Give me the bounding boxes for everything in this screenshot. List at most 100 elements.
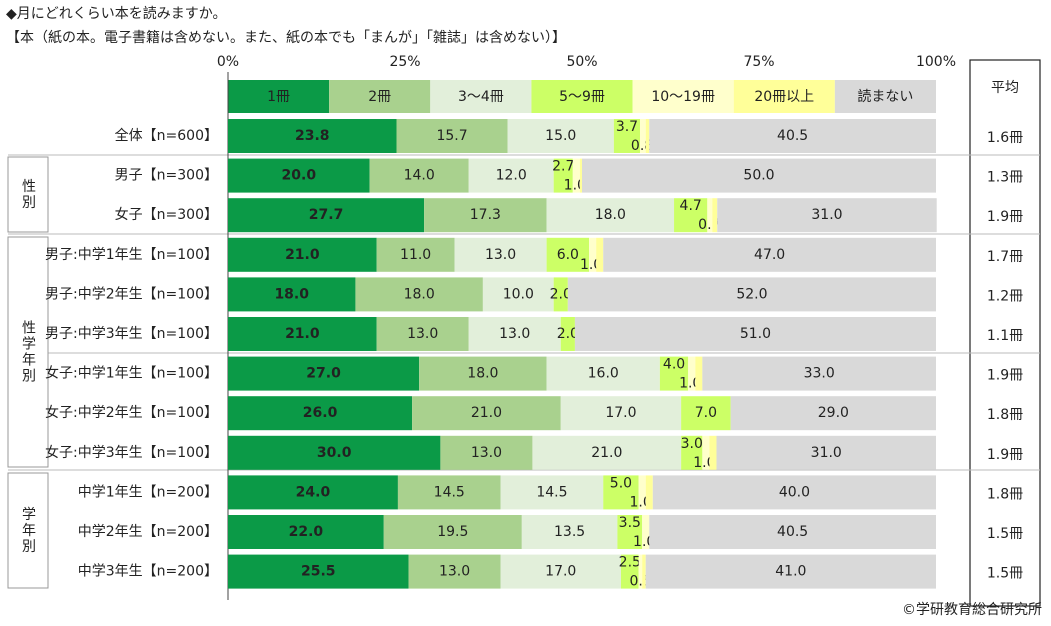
chart-title: ◆月にどれくらい本を読みますか。 (6, 5, 227, 22)
bar-segment (717, 198, 937, 233)
value-label: 16.0 (588, 366, 619, 382)
bar-segment (440, 435, 533, 470)
value-label: 17.0 (605, 405, 636, 421)
legend-label: 20冊以上 (754, 89, 814, 105)
bar-segment (228, 237, 377, 272)
value-label: 3.5 (619, 515, 641, 531)
bar-segment (688, 356, 696, 391)
average-value: 1.6冊 (987, 130, 1023, 146)
value-label: 31.0 (811, 445, 842, 461)
value-label: 4.0 (663, 357, 685, 373)
value-label: 40.5 (777, 524, 808, 540)
value-label: 21.0 (285, 326, 320, 342)
value-label: 5.0 (610, 475, 632, 491)
bar-segment (419, 356, 547, 391)
bar-segment (546, 198, 675, 233)
bar-segment (638, 475, 646, 510)
bar-segment (228, 158, 370, 193)
x-tick-label: 100% (916, 54, 956, 70)
value-label: 2.0 (557, 326, 579, 342)
y-tick-label: 女子:中学2年生【n=100】 (45, 404, 218, 421)
average-value: 1.7冊 (987, 249, 1023, 265)
value-label: 18.0 (404, 286, 435, 302)
bar-segment (645, 119, 650, 153)
bar-segment (589, 237, 597, 272)
y-tick-label: 男子:中学2年生【n=100】 (45, 286, 218, 302)
bar-segment (228, 515, 384, 549)
y-tick-label: 男子:中学3年生【n=100】 (45, 326, 218, 342)
average-value: 1.8冊 (987, 486, 1023, 502)
value-label: 50.0 (743, 168, 774, 184)
value-label: 11.0 (400, 247, 431, 263)
bar-segment (560, 317, 575, 351)
bar-segment (603, 237, 936, 272)
bar-segment (454, 237, 547, 272)
bar-segment (712, 198, 718, 233)
legend-swatch (733, 80, 835, 113)
bar-segment (500, 554, 621, 589)
bar-segment (702, 435, 710, 470)
value-label: 51.0 (740, 326, 771, 342)
value-label: 14.5 (434, 484, 465, 500)
bar-segment (638, 554, 643, 589)
bar-segment (582, 158, 936, 193)
bar-segment (408, 554, 501, 589)
average-value: 1.1冊 (987, 328, 1023, 344)
average-value: 1.9冊 (987, 447, 1023, 463)
legend-label: 10～19冊 (651, 89, 715, 105)
bar-segment (468, 158, 554, 193)
bar-segment (642, 554, 646, 589)
y-tick-label: 中学2年生【n=200】 (78, 524, 218, 540)
bar-segment (579, 158, 582, 193)
value-label: 31.0 (811, 207, 842, 223)
y-tick-label: 女子:中学3年生【n=100】 (45, 444, 218, 461)
legend-swatch (228, 80, 330, 113)
value-label: 13.0 (499, 326, 530, 342)
bar-segment (228, 277, 356, 312)
bar-segment (574, 317, 936, 351)
average-value: 1.9冊 (987, 368, 1023, 384)
value-label: 24.0 (296, 484, 331, 500)
legend-label: 2冊 (368, 89, 391, 105)
y-tick-label: 女子:中学1年生【n=100】 (45, 365, 218, 382)
bar-segment (228, 554, 409, 589)
bar-segment (645, 554, 936, 589)
bar-segment (649, 515, 936, 549)
value-label: 40.5 (777, 128, 808, 144)
legend-swatch (430, 80, 532, 113)
bar-segment (355, 277, 483, 312)
value-label: 23.8 (295, 128, 330, 144)
value-label: 17.0 (545, 564, 576, 580)
value-label: 27.0 (306, 366, 341, 382)
value-label: 13.0 (485, 247, 516, 263)
bar-segment (553, 158, 573, 193)
y-tick-label: 男子:中学1年生【n=100】 (45, 247, 218, 263)
value-label: 17.3 (470, 207, 501, 223)
bar-segment (681, 435, 703, 470)
value-label: 4.7 (680, 198, 702, 214)
value-label: 20.0 (282, 168, 317, 184)
bar-segment (642, 515, 650, 549)
value-label: 7.0 (695, 405, 717, 421)
bar-segment (532, 435, 682, 470)
bar-segment (707, 198, 713, 233)
bar-segment (716, 435, 936, 470)
bar-segment (695, 356, 703, 391)
bar-segment (228, 119, 397, 153)
bar-segment (659, 356, 689, 391)
y-tick-label: 女子【n=300】 (115, 206, 218, 223)
value-label: 3.0 (681, 436, 703, 452)
value-label: 29.0 (818, 405, 849, 421)
legend-swatch (834, 80, 936, 113)
value-label: 41.0 (775, 564, 806, 580)
legend-label: 1冊 (267, 89, 290, 105)
bar-segment (228, 435, 441, 470)
bar-segment (709, 435, 717, 470)
average-header: 平均 (991, 80, 1019, 96)
bar-segment (546, 237, 590, 272)
bar-segment (620, 554, 639, 589)
group-box (7, 156, 49, 233)
source: ©学研教育総合研究所 (902, 602, 1042, 618)
value-label: 15.0 (545, 128, 576, 144)
bar-segment (228, 475, 398, 510)
